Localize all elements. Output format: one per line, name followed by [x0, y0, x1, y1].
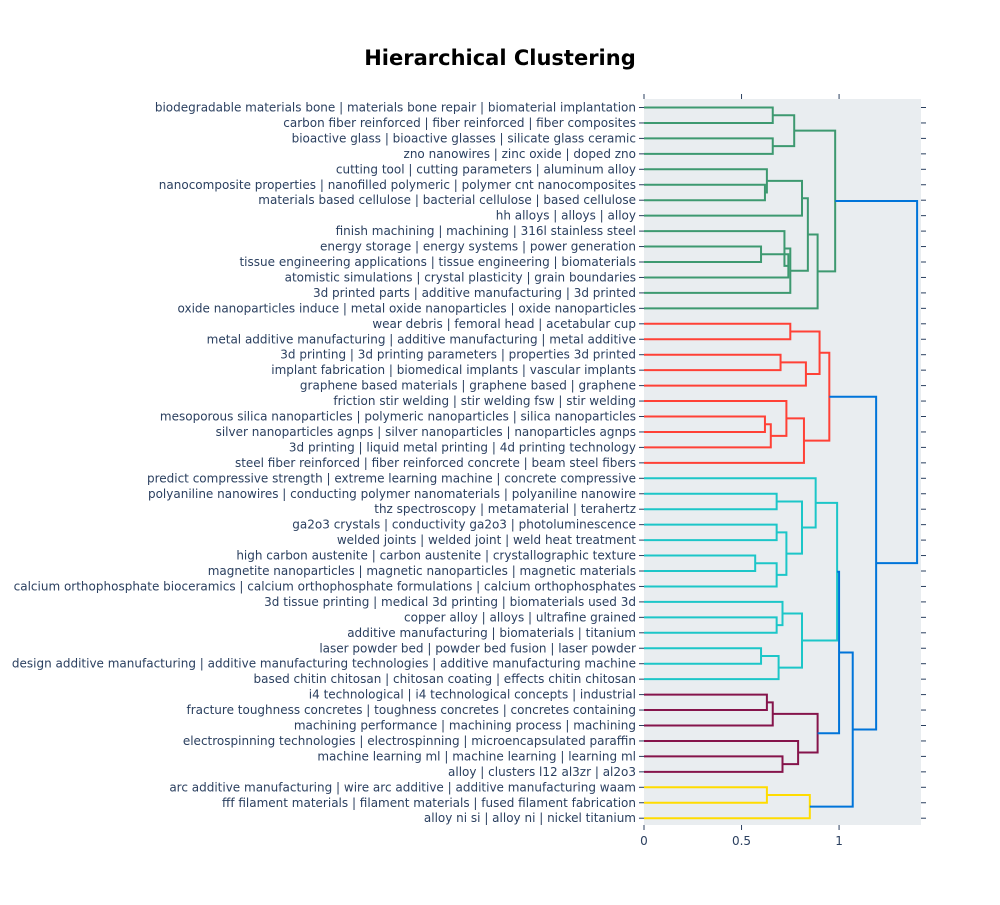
leaf-label: 3d tissue printing | medical 3d printing… [264, 595, 636, 609]
leaf-label: mesoporous silica nanoparticles | polyme… [160, 410, 636, 424]
leaf-label: finish machining | machining | 316l stai… [336, 224, 636, 238]
leaf-label: oxide nanoparticles induce | metal oxide… [178, 301, 637, 315]
leaf-label: steel fiber reinforced | fiber reinforce… [235, 456, 636, 470]
dendrogram-link-b1 [817, 570, 841, 735]
leaf-label: additive manufacturing | biomaterials | … [347, 626, 636, 640]
leaf-label: 3d printing | 3d printing parameters | p… [280, 348, 636, 362]
leaf-label: cutting tool | cutting parameters | alum… [336, 162, 636, 176]
dendrogram-link-g7 [644, 245, 763, 263]
leaf-label: graphene based materials | graphene base… [300, 379, 636, 393]
leaf-label: carbon fiber reinforced | fiber reinforc… [283, 116, 636, 130]
leaf-label: fracture toughness concretes | toughness… [186, 703, 636, 717]
leaf-label: energy storage | energy systems | power … [320, 240, 636, 254]
leaf-label: zno nanowires | zinc oxide | doped zno [404, 147, 636, 161]
leaf-label: wear debris | femoral head | acetabular … [372, 317, 636, 331]
dendrogram-link-p2 [644, 701, 774, 727]
chart-title: Hierarchical Clustering [364, 46, 636, 70]
dendrogram-link-r7 [644, 400, 788, 437]
dendrogram-link-g11 [790, 197, 809, 272]
dendrogram-link-g5 [644, 168, 768, 194]
leaf-label: implant fabrication | biomedical implant… [271, 363, 636, 377]
leaf-labels: biodegradable materials bone | materials… [12, 101, 636, 826]
dendrogram-link-r3 [644, 361, 807, 387]
leaf-label: polyaniline nanowires | conducting polym… [148, 487, 636, 501]
leaf-label: nanocomposite properties | nanofilled po… [159, 178, 636, 192]
leaf-label: tissue engineering applications | tissue… [239, 255, 636, 269]
dendrogram-link-g3 [772, 114, 796, 148]
leaf-label: 3d printing | liquid metal printing | 4d… [289, 440, 636, 454]
dendrogram-link-b4 [835, 200, 919, 565]
leaf-label: friction stir welding | stir welding fsw… [333, 394, 636, 408]
leaf-label: thz spectroscopy | metamaterial | terahe… [374, 502, 636, 516]
dendrogram-link-c5 [776, 531, 788, 576]
dendrogram-link-g2 [644, 137, 774, 155]
leaf-label: alloy ni si | alloy ni | nickel titanium [424, 811, 636, 825]
leaf-label: high carbon austenite | carbon austenite… [236, 549, 636, 563]
leaf-label: electrospinning technologies | electrosp… [183, 734, 636, 748]
leaf-label: metal additive manufacturing | additive … [207, 332, 636, 346]
leaf-label: design additive manufacturing | additive… [12, 657, 636, 671]
dendrogram-link-c10 [644, 647, 763, 665]
x-tick-label: 0 [640, 834, 648, 848]
leaf-label: ga2o3 crystals | conductivity ga2o3 | ph… [292, 518, 636, 532]
leaf-label: materials based cellulose | bacterial ce… [258, 193, 636, 207]
leaf-label: 3d printed parts | additive manufacturin… [313, 286, 636, 300]
leaf-label: arc additive manufacturing | wire arc ad… [169, 780, 636, 794]
leaf-label: copper alloy | alloys | ultrafine graine… [404, 610, 636, 624]
leaf-label: hh alloys | alloys | alloy [496, 209, 636, 223]
leaf-label: predict compressive strength | extreme l… [147, 471, 636, 485]
leaf-label: calcium orthophosphate bioceramics | cal… [14, 579, 636, 593]
leaf-label: laser powder bed | powder bed fusion | l… [319, 641, 636, 655]
dendrogram-link-y1 [644, 786, 768, 804]
leaf-label: bioactive glass | bioactive glasses | si… [292, 131, 636, 145]
x-tick-label: 0.5 [732, 834, 751, 848]
leaf-label: machine learning ml | machine learning |… [317, 749, 636, 763]
leaf-label: machining performance | machining proces… [294, 719, 636, 733]
dendrogram-link-b2 [809, 651, 854, 808]
leaf-label: atomistic simulations | crystal plastici… [285, 270, 636, 284]
leaf-label: alloy | clusters l12 al3zr | al2o3 [448, 765, 636, 779]
leaf-label: i4 technological | i4 technological conc… [309, 688, 636, 702]
leaf-label: silver nanoparticles agnps | silver nano… [216, 425, 636, 439]
leaf-label: magnetite nanoparticles | magnetic nanop… [208, 564, 636, 578]
leaf-label: biodegradable materials bone | materials… [155, 101, 636, 115]
leaf-label: based chitin chitosan | chitosan coating… [253, 672, 636, 686]
x-tick-label: 1 [835, 834, 843, 848]
x-axis: 0 0.5 1 [639, 94, 926, 848]
leaf-label: fff filament materials | filament materi… [222, 796, 636, 810]
dendrogram-link-r4 [790, 330, 821, 376]
leaf-label: welded joints | welded joint | weld heat… [337, 533, 636, 547]
dendrogram-link-r2 [644, 353, 782, 372]
dendrogram-link-c3 [644, 554, 757, 572]
dendrogram-link-g1 [644, 106, 774, 124]
dendrogram-link-p1 [644, 693, 768, 712]
dendrogram-links [644, 106, 919, 820]
